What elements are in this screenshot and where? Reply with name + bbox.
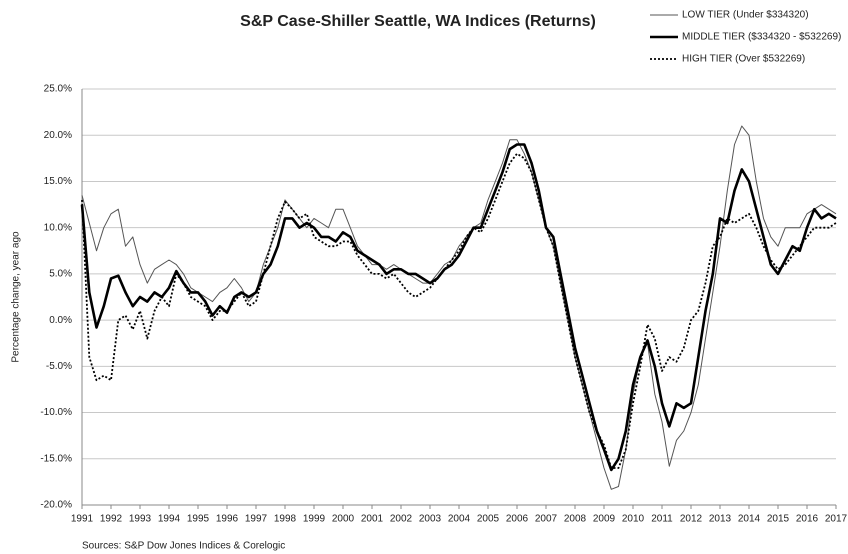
legend-label: LOW TIER (Under $334320)	[682, 10, 809, 21]
x-tick-label: 2006	[506, 514, 529, 525]
y-tick-label: -15.0%	[40, 453, 72, 464]
y-tick-label: 20.0%	[44, 130, 72, 141]
x-tick-label: 2016	[796, 514, 819, 525]
y-tick-label: 10.0%	[44, 222, 72, 233]
x-tick-label: 2005	[477, 514, 500, 525]
x-tick-label: 2002	[390, 514, 413, 525]
chart-title: S&P Case-Shiller Seattle, WA Indices (Re…	[240, 13, 596, 30]
legend-label: MIDDLE TIER ($334320 - $532269)	[682, 32, 841, 43]
x-tick-label: 1996	[216, 514, 239, 525]
legend-label: HIGH TIER (Over $532269)	[682, 54, 805, 65]
x-tick-label: 1993	[129, 514, 152, 525]
y-tick-label: -10.0%	[40, 407, 72, 418]
x-tick-label: 2011	[651, 514, 673, 525]
y-tick-label: -20.0%	[40, 500, 72, 511]
x-tick-label: 2001	[361, 514, 384, 525]
x-tick-label: 2003	[419, 514, 442, 525]
x-tick-label: 2017	[825, 514, 848, 525]
y-tick-label: 25.0%	[44, 84, 72, 95]
x-tick-label: 2013	[709, 514, 732, 525]
x-tick-label: 2008	[564, 514, 587, 525]
y-axis-label: Percentage change, year ago	[11, 231, 22, 363]
x-tick-label: 1998	[274, 514, 297, 525]
x-tick-label: 2004	[448, 514, 471, 525]
x-tick-label: 1994	[158, 514, 181, 525]
y-tick-label: 0.0%	[49, 315, 72, 326]
y-tick-label: 15.0%	[44, 176, 72, 187]
x-tick-label: 2007	[535, 514, 558, 525]
x-tick-label: 1992	[100, 514, 123, 525]
series-line	[80, 143, 837, 472]
x-tick-label: 2009	[593, 514, 616, 525]
y-tick-label: 5.0%	[49, 269, 72, 280]
x-tick-label: 2000	[332, 514, 355, 525]
x-tick-label: 1997	[245, 514, 268, 525]
series-line	[81, 152, 837, 469]
x-tick-label: 2012	[680, 514, 703, 525]
x-tick-label: 1991	[71, 514, 94, 525]
x-tick-label: 2014	[738, 514, 761, 525]
x-tick-label: 1995	[187, 514, 210, 525]
x-tick-label: 2015	[767, 514, 790, 525]
x-tick-label: 2010	[622, 514, 645, 525]
source-note: Sources: S&P Dow Jones Indices & Corelog…	[82, 541, 285, 552]
x-tick-label: 1999	[303, 514, 326, 525]
series-line	[81, 125, 837, 490]
y-tick-label: -5.0%	[46, 361, 72, 372]
